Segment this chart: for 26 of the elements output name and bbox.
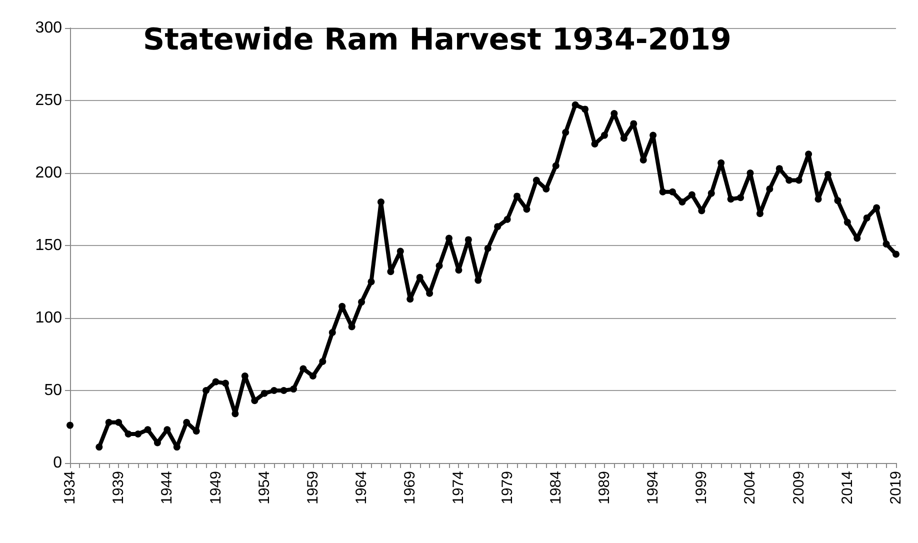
x-tick-label: 1954 <box>256 471 273 504</box>
x-tick-label: 2004 <box>742 471 759 504</box>
x-tick-label: 1979 <box>498 471 516 504</box>
x-tick-label: 2009 <box>790 471 808 504</box>
x-tick-label: 2014 <box>838 471 856 504</box>
x-tick-label: 2019 <box>888 471 904 504</box>
x-tick-label: 1974 <box>450 471 468 504</box>
x-tick-label: 1969 <box>402 471 419 504</box>
y-tick-label: 50 <box>44 382 62 399</box>
x-tick-label: 1964 <box>353 471 370 504</box>
y-tick-label: 0 <box>53 454 62 472</box>
chart-title: Statewide Ram Harvest 1934-2019 <box>143 22 732 58</box>
x-tick-label: 1999 <box>693 471 710 504</box>
x-tick-label: 1934 <box>62 471 78 504</box>
y-tick-label: 250 <box>35 92 62 109</box>
y-tick-label: 100 <box>35 310 62 326</box>
y-tick-label: 150 <box>35 237 62 254</box>
x-tick-label: 1939 <box>110 471 128 504</box>
x-tick-label: 1959 <box>304 471 322 504</box>
x-tick-label: 1984 <box>547 471 564 504</box>
x-tick-label: 1989 <box>596 471 613 504</box>
x-tick-label: 1994 <box>644 471 662 504</box>
x-tick-label: 1949 <box>207 471 224 504</box>
y-tick-label: 300 <box>35 20 62 36</box>
x-tick-label: 1944 <box>158 471 176 504</box>
y-tick-label: 200 <box>35 164 62 182</box>
